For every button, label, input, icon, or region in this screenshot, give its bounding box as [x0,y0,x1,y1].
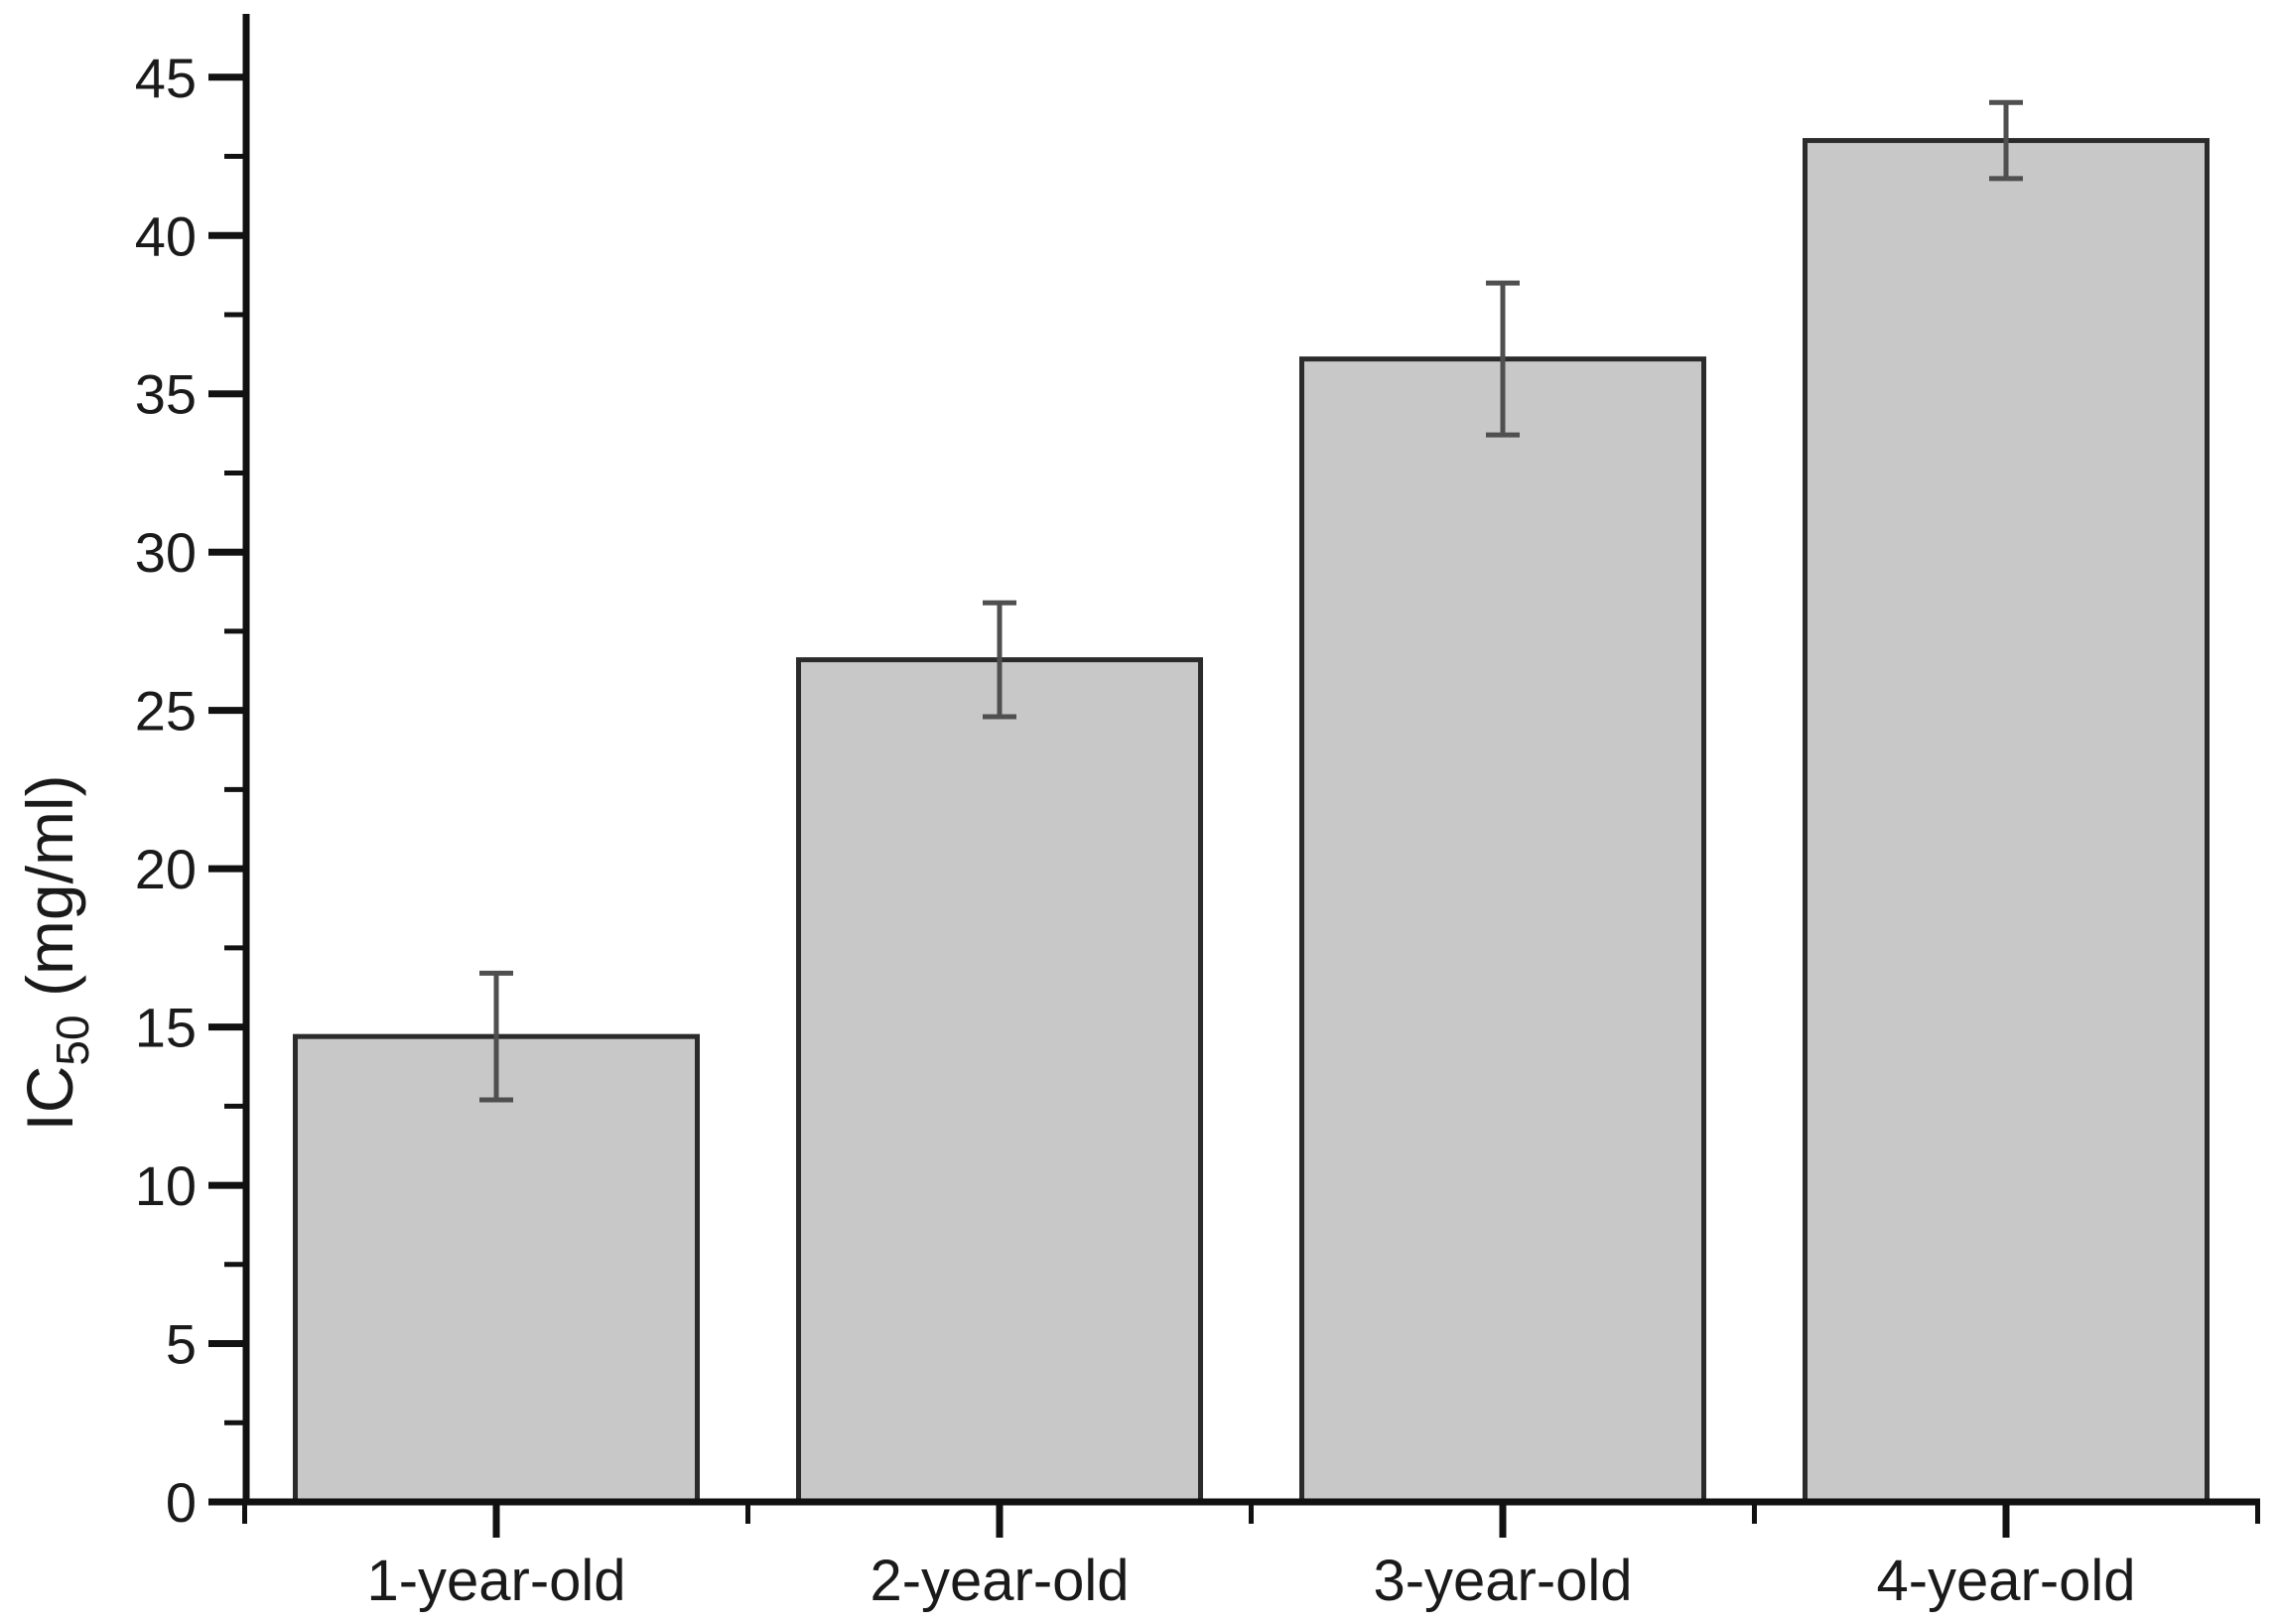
y-tick-label: 20 [135,838,197,900]
x-category-label: 3-year-old [1373,1549,1632,1613]
y-tick-label: 15 [135,997,197,1059]
bar-2-year-old [796,657,1203,1505]
y-tick-label: 5 [166,1313,197,1376]
bar-4-year-old [1803,138,2210,1505]
y-tick-label: 35 [135,363,197,426]
bar-1-year-old [293,1033,700,1505]
y-tick-label: 30 [135,521,197,584]
y-tick-label: 25 [135,680,197,743]
y-tick-label: 45 [135,47,197,109]
x-category-label: 1-year-old [366,1549,625,1613]
bar-3-year-old [1299,356,1706,1505]
y-tick-label: 10 [135,1154,197,1217]
x-category-label: 4-year-old [1876,1549,2135,1613]
x-category-label: 2-year-old [870,1549,1129,1613]
y-tick-label: 40 [135,204,197,267]
y-tick-label: 0 [166,1471,197,1534]
y-axis-title: IC50 (mg/ml) [13,774,98,1131]
